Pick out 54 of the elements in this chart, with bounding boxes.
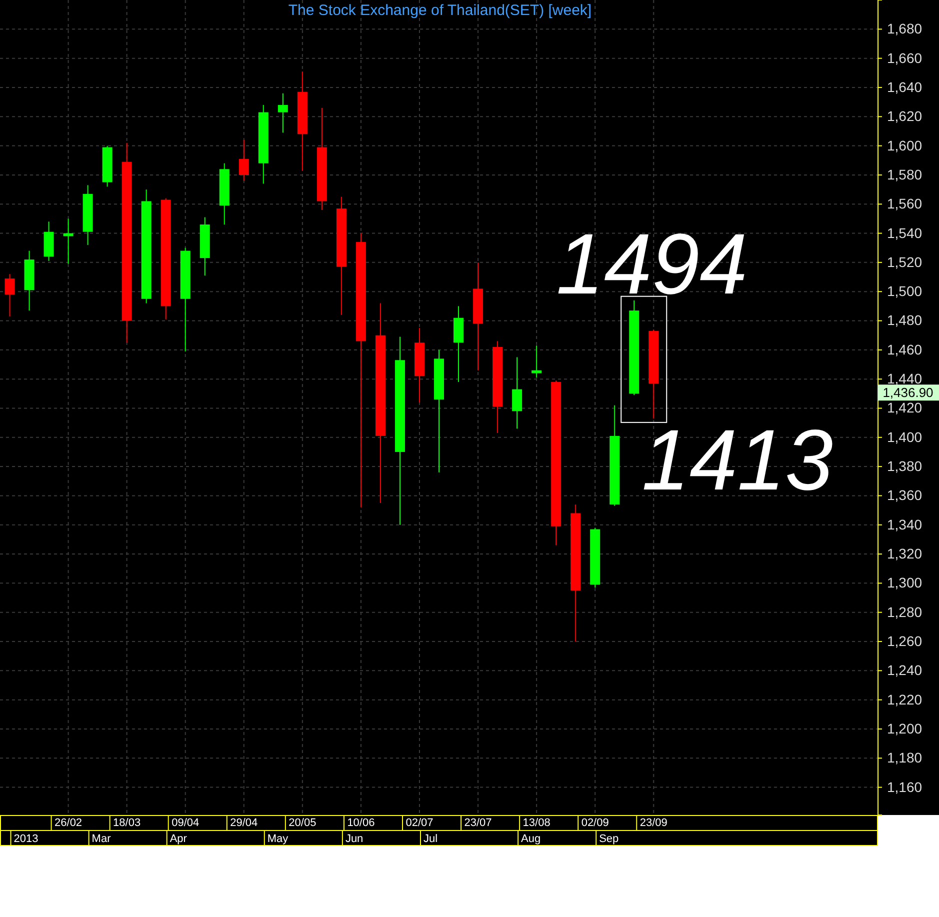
y-tick-label: 1,320 xyxy=(887,546,922,562)
x-tick-label: 23/07 xyxy=(464,817,492,829)
y-tick-label: 1,420 xyxy=(887,400,922,416)
text: Sep xyxy=(599,833,619,845)
y-tick-label: 1,440 xyxy=(887,370,922,387)
y-tick-label: 1,260 xyxy=(887,632,922,649)
y-tick-label: 1,520 xyxy=(887,254,922,270)
candlestick xyxy=(238,139,249,182)
y-tick-label: 1,360 xyxy=(887,487,922,504)
y-tick-label: 1,480 xyxy=(887,312,922,328)
x-tick-label: 13/08 xyxy=(522,817,550,829)
y-tick-label: 1,500 xyxy=(887,283,922,300)
text: 1,436.90 xyxy=(882,385,934,400)
y-tick-label: 1,580 xyxy=(887,166,922,182)
y-tick-label: 1,380 xyxy=(887,458,922,474)
text: Apr xyxy=(170,833,188,845)
y-tick-label: 1,680 xyxy=(887,20,922,37)
annotation: 1413 xyxy=(642,412,834,508)
y-tick-label: 1,400 xyxy=(887,428,922,445)
x-tick-label: 26/02 xyxy=(54,817,82,829)
annotation: 1494 xyxy=(556,216,748,312)
x-tick-label: 20/05 xyxy=(288,817,316,829)
y-tick-label: 1,220 xyxy=(887,691,922,708)
y-tick-label: 1,240 xyxy=(887,662,922,678)
x-tick-label: 10/06 xyxy=(347,817,375,829)
text: Mar xyxy=(92,833,112,845)
x-tick-label: 02/07 xyxy=(406,817,434,829)
text: 2013 xyxy=(14,833,38,845)
x-tick-label: 23/09 xyxy=(640,817,668,829)
x-tick-label: 18/03 xyxy=(113,817,141,829)
y-tick-label: 1,280 xyxy=(887,604,922,620)
text: Jun xyxy=(345,833,364,845)
y-tick-label: 1,540 xyxy=(887,224,922,241)
y-tick-label: 1,460 xyxy=(887,341,922,358)
y-tick-label: 1,620 xyxy=(887,108,922,124)
y-tick-label: 1,200 xyxy=(887,720,922,736)
y-tick-label: 1,560 xyxy=(887,196,922,212)
y-tick-label: 1,660 xyxy=(887,50,922,66)
text: Aug xyxy=(521,833,541,845)
y-tick-label: 1,180 xyxy=(887,750,922,766)
y-tick-label: 1,300 xyxy=(887,574,922,591)
y-tick-label: 1,600 xyxy=(887,137,922,154)
text: Jul xyxy=(423,833,438,845)
candlestick xyxy=(278,92,288,134)
y-tick-label: 1,640 xyxy=(887,78,922,95)
candlestick xyxy=(512,356,522,430)
candlestick xyxy=(4,274,15,317)
chart-title: The Stock Exchange of Thailand(SET) [week] xyxy=(288,2,592,19)
y-tick-label: 1,340 xyxy=(887,516,922,532)
y-tick-label: 1,160 xyxy=(887,778,922,795)
x-tick-label: 02/09 xyxy=(581,817,609,829)
x-tick-label: 09/04 xyxy=(172,817,200,829)
x-tick-label: 29/04 xyxy=(230,817,258,829)
text: May xyxy=(267,833,289,845)
